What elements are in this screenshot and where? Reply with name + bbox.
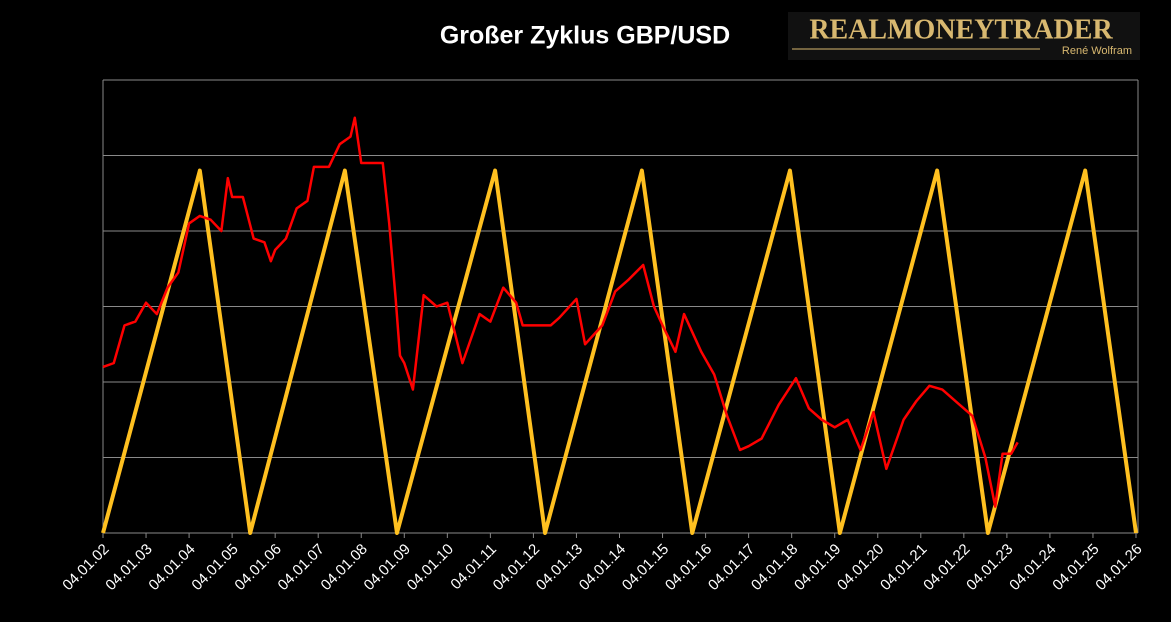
series-line <box>102 116 1019 508</box>
logo-subtitle: René Wolfram <box>1062 45 1132 57</box>
chart-title: Großer Zyklus GBP/USD <box>440 22 730 50</box>
series-line <box>101 168 1138 535</box>
logo-name: REALMONEYTRADER <box>809 14 1113 45</box>
logo-box <box>788 12 1140 60</box>
